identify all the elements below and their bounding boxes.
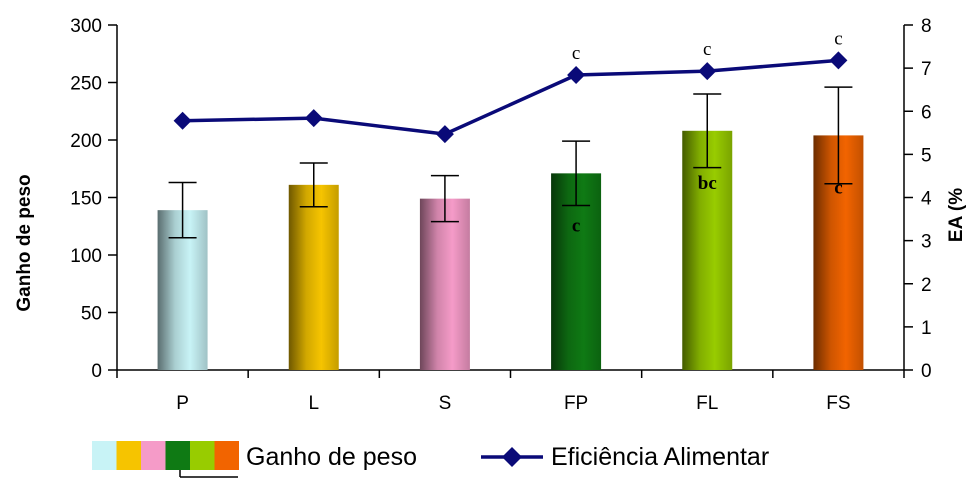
y2-tick-label: 2 (921, 275, 932, 296)
line-significance-label: c (834, 28, 842, 49)
x-tick-label: S (439, 393, 452, 414)
bar-significance-label: c (572, 215, 580, 236)
legend-marker-sample (502, 447, 522, 467)
efficiency-point-S (435, 125, 454, 144)
efficiency-point-FS (829, 51, 848, 70)
y2-tick-label: 1 (921, 318, 932, 339)
efficiency-point-P (173, 111, 192, 130)
y2-tick-label: 7 (921, 59, 932, 80)
bars (157, 86, 864, 370)
y-tick-label: 100 (70, 246, 102, 267)
y-tick-label: 150 (70, 189, 102, 210)
y2-axis-title: EA (% (946, 188, 967, 242)
legend: Ganho de peso Eficiência Alimentar (92, 441, 769, 478)
x-tick-label: FP (564, 393, 588, 414)
bar-significance-label: c (834, 177, 842, 198)
y2-tick-label: 3 (921, 232, 932, 253)
legend-swatch-FS (214, 441, 239, 470)
efficiency-point-FL (698, 62, 717, 81)
efficiency-line-group (173, 51, 848, 144)
legend-swatch-FP (165, 441, 190, 470)
legend-swatch-P (92, 441, 117, 470)
legend-swatch-L (116, 441, 141, 470)
efficiency-point-FP (567, 66, 586, 85)
y-tick-label: 250 (70, 74, 102, 95)
efficiency-point-L (304, 109, 323, 128)
y2-tick-label: 0 (921, 361, 932, 382)
legend-label-bars: Ganho de peso (246, 443, 417, 471)
legend-label-line: Eficiência Alimentar (551, 443, 769, 471)
x-tick-label: P (176, 393, 189, 414)
y2-tick-label: 8 (921, 16, 932, 37)
y-axis-title: Ganho de peso (14, 174, 35, 311)
x-tick-label: L (308, 393, 319, 414)
bar-L (288, 184, 339, 370)
y-tick-label: 50 (81, 304, 102, 325)
significance-labels: c bc c c c c (572, 28, 843, 236)
y2-tick-label: 4 (921, 189, 932, 210)
axes: 0 50 100 150 200 250 300 0 1 2 3 4 5 6 7 8 P L S FP FL FS (70, 16, 932, 414)
x-tick-label: FL (696, 393, 718, 414)
legend-swatch-S (141, 441, 166, 470)
legend-swatch-FL (190, 441, 215, 470)
y2-tick-label: 5 (921, 145, 932, 166)
y-tick-label: 200 (70, 131, 102, 152)
y-tick-label: 0 (91, 361, 102, 382)
x-tick-label: FS (826, 393, 850, 414)
bar-S (419, 198, 470, 370)
y2-tick-label: 6 (921, 102, 932, 123)
efficiency-line (182, 58, 839, 136)
y-tick-label: 300 (70, 16, 102, 37)
bar-significance-label: bc (698, 173, 717, 194)
bar-FL (682, 130, 733, 370)
line-significance-label: c (703, 39, 711, 60)
line-significance-label: c (572, 43, 580, 64)
